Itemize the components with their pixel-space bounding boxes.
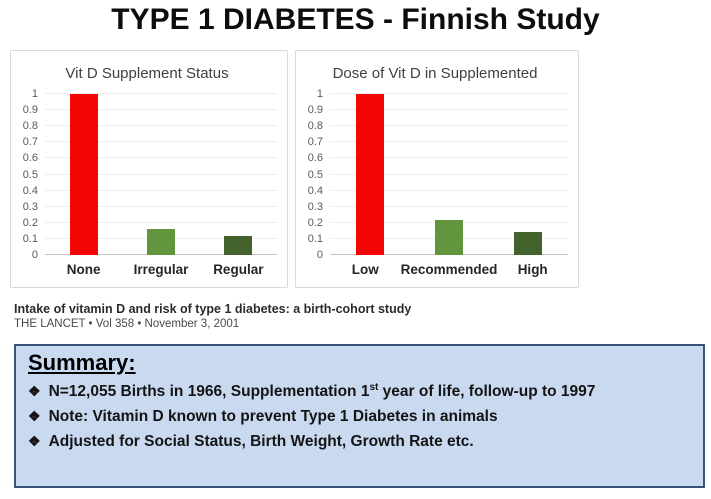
bar-regular bbox=[224, 235, 253, 255]
bars-container bbox=[330, 94, 568, 255]
summary-bullet-list: ❖ N=12,055 Births in 1966, Supplementati… bbox=[28, 382, 689, 451]
y-tick-label: 0.8 bbox=[307, 120, 323, 133]
x-category-label: High bbox=[517, 261, 548, 277]
diamond-bullet-icon: ❖ bbox=[28, 433, 41, 450]
gridline bbox=[45, 93, 277, 94]
chart-plot-area: 1 0.9 0.8 0.7 0.6 0.5 0.4 0.3 0.2 0.1 0 bbox=[17, 89, 277, 261]
summary-bullet-1: ❖ N=12,055 Births in 1966, Supplementati… bbox=[28, 382, 689, 401]
y-tick-label: 0.3 bbox=[22, 200, 38, 213]
y-tick-label: 0.1 bbox=[307, 232, 323, 245]
x-axis-labels: Low Recommended High bbox=[330, 255, 568, 283]
gridline bbox=[45, 189, 277, 191]
diamond-bullet-icon: ❖ bbox=[28, 383, 41, 400]
bullet-text-sup: st bbox=[369, 382, 379, 393]
citation: Intake of vitamin D and risk of type 1 d… bbox=[14, 301, 711, 333]
citation-title: Intake of vitamin D and risk of type 1 d… bbox=[14, 302, 412, 316]
y-tick-label: 1 bbox=[31, 88, 38, 100]
bar-column bbox=[200, 94, 277, 255]
y-tick-label: 1 bbox=[316, 88, 323, 100]
gridline bbox=[45, 221, 277, 223]
y-tick-label: 0.4 bbox=[22, 184, 38, 197]
y-tick-label: 0.5 bbox=[22, 168, 38, 181]
y-tick-label: 0 bbox=[316, 249, 323, 261]
gridline bbox=[45, 125, 277, 127]
bars-container bbox=[45, 94, 277, 255]
y-tick-label: 0.8 bbox=[22, 120, 38, 133]
gridline bbox=[330, 189, 568, 191]
plot bbox=[45, 93, 277, 255]
gridline bbox=[45, 109, 277, 111]
gridline bbox=[330, 109, 568, 111]
x-category-label: Irregular bbox=[133, 261, 189, 277]
diamond-bullet-icon: ❖ bbox=[28, 408, 41, 425]
bar-column bbox=[489, 94, 568, 255]
gridline bbox=[330, 157, 568, 159]
y-axis: 1 0.9 0.8 0.7 0.6 0.5 0.4 0.3 0.2 0.1 0 bbox=[302, 89, 330, 261]
summary-bullet-3: ❖ Adjusted for Social Status, Birth Weig… bbox=[28, 432, 689, 451]
bar-column bbox=[122, 94, 199, 255]
y-tick-label: 0.2 bbox=[22, 216, 38, 229]
bar-high bbox=[514, 232, 543, 255]
bar-none bbox=[69, 94, 98, 255]
summary-bullet-text: Adjusted for Social Status, Birth Weight… bbox=[49, 432, 474, 451]
y-tick-label: 0.1 bbox=[22, 232, 38, 245]
gridline bbox=[45, 157, 277, 159]
y-axis: 1 0.9 0.8 0.7 0.6 0.5 0.4 0.3 0.2 0.1 0 bbox=[17, 89, 45, 261]
x-category-label: Regular bbox=[213, 261, 264, 277]
y-tick-label: 0.4 bbox=[307, 184, 323, 197]
bullet-text-pre: N=12,055 Births in 1966, Supplementation… bbox=[48, 383, 370, 401]
gridline bbox=[330, 93, 568, 94]
page-title: TYPE 1 DIABETES - Finnish Study bbox=[111, 3, 600, 36]
y-tick-label: 0.2 bbox=[307, 216, 323, 229]
bar-low bbox=[355, 94, 384, 255]
x-category-label: None bbox=[66, 261, 101, 277]
summary-bullet-text: Note: Vitamin D known to prevent Type 1 … bbox=[49, 407, 498, 426]
y-tick-label: 0.9 bbox=[22, 104, 38, 117]
summary-box: Summary: ❖ N=12,055 Births in 1966, Supp… bbox=[14, 344, 705, 488]
y-tick-label: 0.6 bbox=[22, 152, 38, 165]
chart-plot-area: 1 0.9 0.8 0.7 0.6 0.5 0.4 0.3 0.2 0.1 0 bbox=[302, 89, 568, 261]
gridline bbox=[45, 205, 277, 207]
x-category-label: Recommended bbox=[400, 261, 498, 277]
bullet-text-post: year of life, follow-up to 1997 bbox=[378, 383, 596, 401]
citation-source: THE LANCET • Vol 358 • November 3, 2001 bbox=[14, 318, 240, 331]
chart-vit-d-supplement-status: Vit D Supplement Status 1 0.9 0.8 0.7 0.6 0.5… bbox=[10, 50, 288, 288]
gridline bbox=[330, 205, 568, 207]
y-tick-label: 0.5 bbox=[307, 168, 323, 181]
gridline bbox=[330, 141, 568, 143]
chart-title: Vit D Supplement Status bbox=[65, 65, 229, 82]
x-category-label: Low bbox=[351, 261, 379, 277]
gridline bbox=[45, 141, 277, 143]
bar-column bbox=[330, 94, 409, 255]
summary-bullet-2: ❖ Note: Vitamin D known to prevent Type … bbox=[28, 407, 689, 426]
bullet-text-pre: Adjusted for Social Status, Birth Weight… bbox=[48, 433, 474, 451]
summary-bullet-text: N=12,055 Births in 1966, Supplementation… bbox=[49, 382, 596, 401]
y-tick-label: 0.6 bbox=[307, 152, 323, 165]
plot bbox=[330, 93, 568, 255]
y-tick-label: 0 bbox=[31, 249, 38, 261]
bullet-text-pre: Note: Vitamin D known to prevent Type 1 … bbox=[48, 408, 498, 426]
bar-irregular bbox=[146, 229, 175, 255]
gridline bbox=[330, 125, 568, 127]
y-tick-label: 0.9 bbox=[307, 104, 323, 117]
chart-title: Dose of Vit D in Supplemented bbox=[332, 65, 538, 82]
chart-dose-of-vit-d: Dose of Vit D in Supplemented 1 0.9 0.8 0.7… bbox=[295, 50, 579, 288]
gridline bbox=[330, 173, 568, 175]
bar-column bbox=[409, 94, 488, 255]
y-tick-label: 0.3 bbox=[307, 200, 323, 213]
charts-row: Vit D Supplement Status 1 0.9 0.8 0.7 0.6 0.5… bbox=[10, 50, 711, 288]
x-axis-labels: None Irregular Regular bbox=[45, 255, 277, 283]
y-tick-label: 0.7 bbox=[307, 136, 323, 149]
summary-heading: Summary: bbox=[28, 350, 136, 375]
bar-recommended bbox=[434, 219, 463, 255]
y-tick-label: 0.7 bbox=[22, 136, 38, 149]
bar-column bbox=[45, 94, 122, 255]
gridline bbox=[45, 173, 277, 175]
